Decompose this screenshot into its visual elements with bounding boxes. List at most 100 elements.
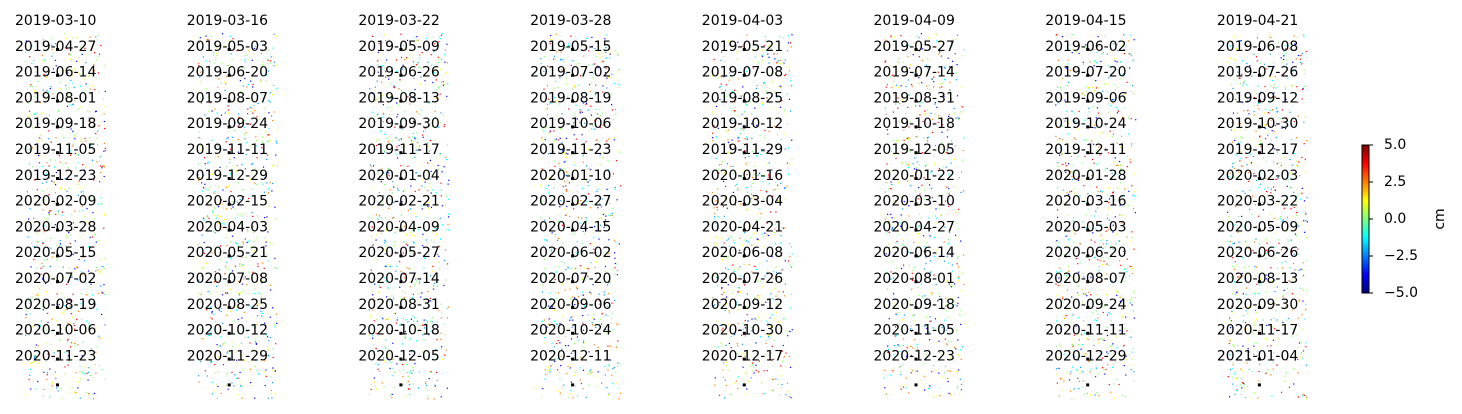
pixel: [899, 222, 901, 224]
pixel: [570, 352, 572, 354]
pixel: [102, 266, 104, 268]
pixel: [249, 239, 251, 241]
pixel: [963, 283, 965, 286]
pixel: [1277, 176, 1280, 178]
pixel: [238, 113, 240, 115]
pixel: [252, 86, 254, 88]
pixel: [606, 332, 608, 334]
pixel: [777, 70, 779, 72]
pixel: [199, 243, 201, 245]
pixel: [728, 323, 730, 325]
pixel: [599, 284, 601, 286]
pixel: [59, 339, 61, 341]
pixel: [569, 216, 571, 218]
pixel: [412, 97, 414, 99]
pixel: [582, 342, 584, 344]
pixel: [618, 84, 620, 86]
pixel: [1077, 359, 1079, 361]
pixel: [741, 244, 743, 246]
pixel: [199, 203, 201, 205]
pixel: [775, 266, 777, 268]
pixel: [218, 215, 220, 217]
pixel: [1296, 333, 1298, 335]
pixel: [570, 298, 572, 300]
pixel: [900, 35, 902, 37]
pixel: [1227, 175, 1229, 178]
pixel: [1101, 275, 1103, 277]
pixel: [1305, 303, 1307, 305]
panel-image: [713, 239, 793, 270]
pixel: [744, 327, 746, 329]
pixel: [386, 107, 388, 109]
panel-image: [1231, 137, 1306, 168]
pixel: [936, 249, 938, 251]
pixel: [614, 257, 616, 259]
pixel: [593, 318, 595, 320]
pixel: [931, 78, 933, 80]
pixel: [731, 90, 733, 93]
pixel: [385, 229, 388, 231]
pixel: [241, 397, 243, 399]
pixel: [56, 320, 58, 322]
pixel: [434, 139, 436, 141]
pixel: [771, 256, 773, 258]
pixel: [910, 368, 912, 370]
pixel: [566, 156, 568, 158]
pixel: [80, 293, 82, 295]
pixel: [616, 263, 618, 265]
pixel: [885, 86, 887, 88]
pixel: [1069, 69, 1072, 71]
pixel: [46, 378, 48, 381]
pixel: [734, 107, 736, 109]
pixel: [901, 161, 903, 163]
pixel: [390, 96, 392, 98]
pixel: [33, 357, 35, 359]
pixel: [37, 140, 39, 142]
pixel: [1060, 345, 1062, 347]
pixel: [225, 261, 227, 263]
pixel: [1074, 193, 1076, 195]
pixel: [39, 308, 41, 310]
pixel: [431, 317, 433, 319]
pixel: [254, 231, 256, 233]
pixel: [766, 50, 768, 52]
pixel: [572, 248, 574, 250]
pixel: [35, 65, 37, 68]
pixel: [25, 40, 27, 42]
pixel: [728, 72, 731, 74]
pixel: [1131, 351, 1133, 353]
pixel: [589, 129, 591, 132]
pixel: [938, 293, 940, 295]
pixel: [243, 126, 245, 128]
pixel: [88, 322, 90, 324]
pixel: [395, 59, 397, 61]
pixel: [1232, 293, 1234, 295]
pixel: [567, 213, 569, 215]
pixel: [404, 292, 406, 294]
pixel: [1251, 214, 1253, 216]
pixel: [218, 78, 220, 80]
pixel: [250, 178, 252, 181]
pixel: [34, 271, 36, 273]
pixel: [712, 132, 714, 134]
pixel: [220, 345, 222, 347]
pixel: [33, 258, 35, 261]
pixel: [77, 279, 79, 281]
pixel: [607, 369, 609, 371]
pixel: [908, 163, 910, 165]
pixel: [719, 98, 721, 101]
pixel: [564, 289, 566, 291]
pixel: [1108, 264, 1110, 266]
pixel: [244, 276, 246, 278]
pixel: [66, 38, 68, 40]
pixel: [39, 123, 41, 125]
pixel: [201, 182, 203, 184]
pixel: [788, 98, 791, 100]
pixel: [1104, 168, 1106, 170]
pixel: [582, 157, 584, 159]
pixel: [88, 325, 90, 327]
pixel: [1287, 239, 1289, 241]
pixel: [230, 310, 232, 312]
pixel: [718, 169, 720, 171]
pixel: [577, 296, 580, 298]
